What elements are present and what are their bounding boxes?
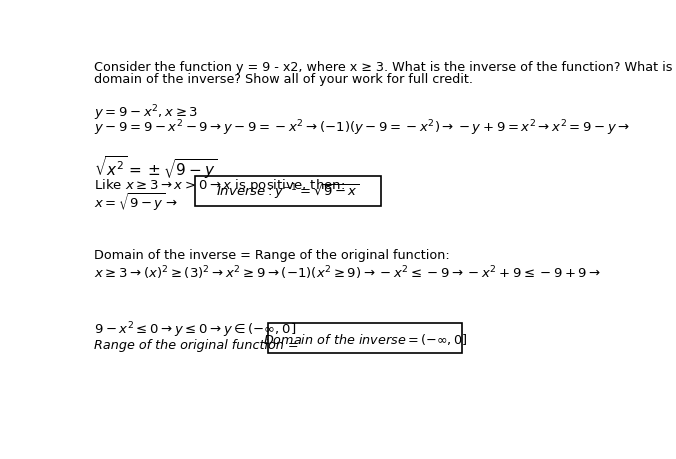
Text: $x=\sqrt{9-y}\rightarrow$: $x=\sqrt{9-y}\rightarrow$ <box>94 191 178 213</box>
FancyBboxPatch shape <box>195 177 381 207</box>
Text: $x\geq 3\rightarrow(x)^2\geq(3)^2\rightarrow x^2\geq 9\rightarrow(-1)(x^2\geq 9): $x\geq 3\rightarrow(x)^2\geq(3)^2\righta… <box>94 264 601 282</box>
Text: $y = 9-x^2, x\geq 3$: $y = 9-x^2, x\geq 3$ <box>94 103 198 122</box>
Text: $9-x^2\leq 0\rightarrow y\leq 0\rightarrow y\in(-\infty,0]$: $9-x^2\leq 0\rightarrow y\leq 0\rightarr… <box>94 320 296 340</box>
Text: domain of the inverse? Show all of your work for full credit.: domain of the inverse? Show all of your … <box>94 73 473 86</box>
FancyBboxPatch shape <box>268 324 462 354</box>
Text: $\sqrt{x^2}=\pm\sqrt{9-y}$: $\sqrt{x^2}=\pm\sqrt{9-y}$ <box>94 153 217 180</box>
Text: Consider the function y = 9 - x2, where x ≥ 3. What is the inverse of the functi: Consider the function y = 9 - x2, where … <box>94 61 676 74</box>
Text: $\mathit{Domain\ of\ the\ inverse}=(-\infty,0]$: $\mathit{Domain\ of\ the\ inverse}=(-\in… <box>262 331 467 346</box>
Text: Like $x\geq 3\rightarrow x>0\rightarrow x$ is positive, then:: Like $x\geq 3\rightarrow x>0\rightarrow … <box>94 176 345 193</box>
Text: Domain of the inverse = Range of the original function:: Domain of the inverse = Range of the ori… <box>94 249 450 262</box>
Text: Range of the original function =: Range of the original function = <box>94 338 302 351</box>
Text: $y-9=9-x^2-9\rightarrow y-9=-x^2\rightarrow(-1)(y-9=-x^2)\rightarrow-y+9=x^2\rig: $y-9=9-x^2-9\rightarrow y-9=-x^2\rightar… <box>94 118 630 138</box>
Text: $\mathit{Inverse: y^{-1}=\sqrt{9-x}}$: $\mathit{Inverse: y^{-1}=\sqrt{9-x}}$ <box>216 183 359 202</box>
